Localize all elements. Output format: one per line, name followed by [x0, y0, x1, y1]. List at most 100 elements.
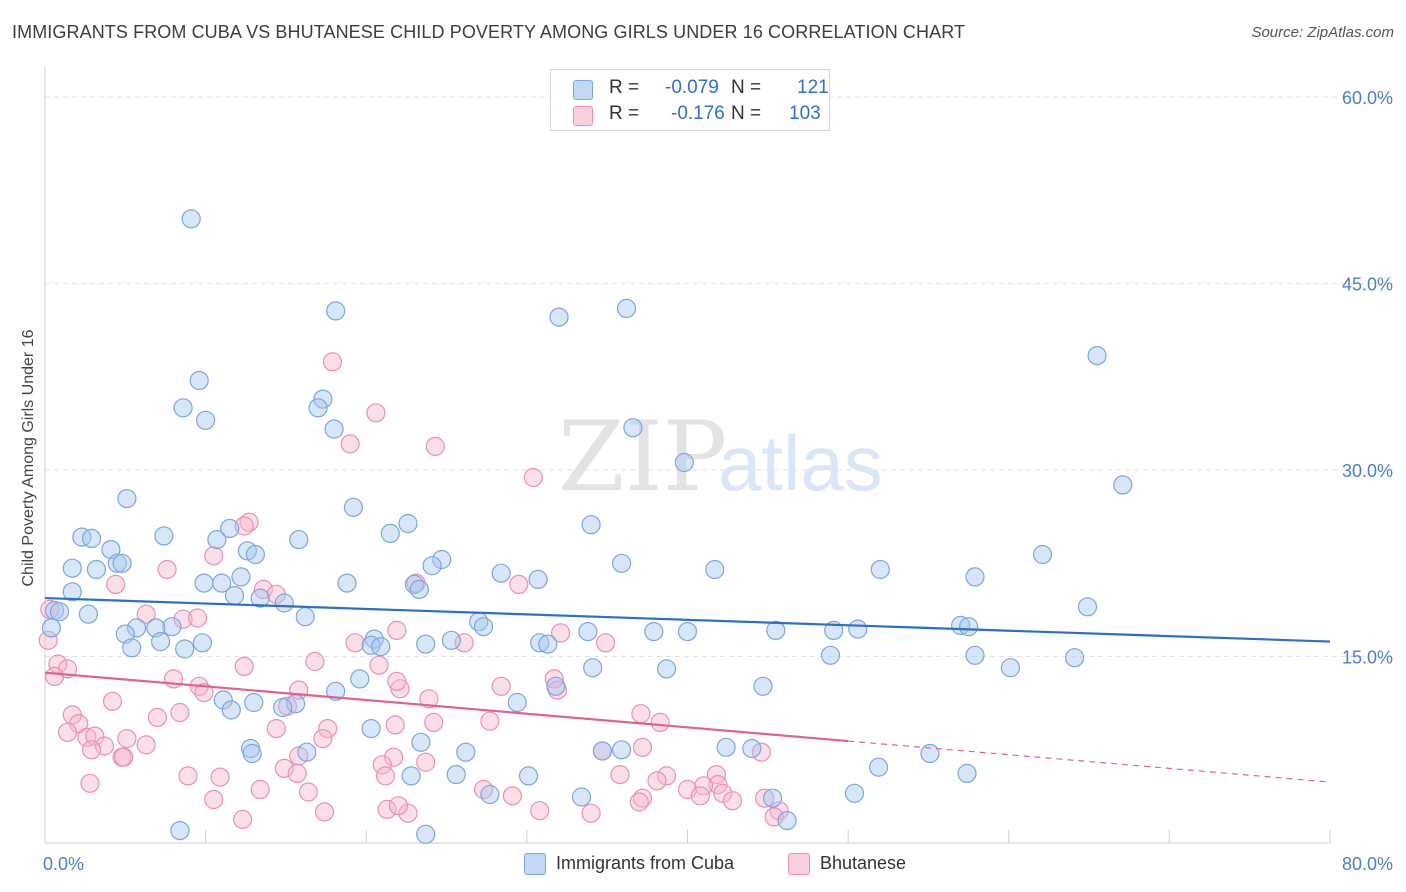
point-cuba: [41, 618, 62, 638]
point-cuba: [273, 697, 293, 718]
trend-line-cuba: [44, 596, 1331, 643]
legend-swatch-bhutanese: [573, 106, 593, 126]
point-bhutanese: [322, 352, 343, 372]
point-bhutanese: [287, 763, 307, 784]
legend-n-label: N =: [731, 103, 762, 124]
point-cuba: [528, 569, 548, 590]
point-bhutanese: [509, 574, 529, 595]
point-bhutanese: [656, 766, 677, 786]
point-cuba: [965, 645, 985, 665]
point-cuba: [289, 529, 309, 550]
point-cuba: [416, 824, 436, 844]
point-bhutanese: [305, 651, 325, 672]
point-cuba: [705, 559, 725, 580]
point-bhutanese: [419, 689, 439, 709]
point-cuba: [196, 410, 216, 430]
point-bhutanese: [81, 740, 102, 760]
point-cuba: [1113, 475, 1133, 495]
point-cuba: [245, 544, 265, 565]
legend-r-value: -0.079: [665, 77, 719, 98]
point-cuba: [371, 636, 391, 657]
point-bhutanese: [44, 666, 65, 687]
point-cuba: [958, 617, 979, 637]
point-cuba: [957, 763, 977, 784]
point-bhutanese: [117, 728, 137, 749]
point-cuba: [762, 788, 783, 808]
point-cuba: [409, 579, 429, 600]
point-cuba: [49, 602, 70, 622]
point-cuba: [1087, 346, 1107, 366]
point-bhutanese: [632, 737, 653, 757]
point-bhutanese: [375, 766, 396, 786]
point-bhutanese: [340, 434, 360, 454]
point-bhutanese: [385, 715, 405, 735]
point-cuba: [62, 558, 82, 578]
point-bhutanese: [314, 802, 335, 822]
point-cuba: [401, 766, 421, 786]
y-tick-label: 30.0%: [1342, 461, 1393, 481]
watermark-atlas: atlas: [718, 419, 883, 507]
point-cuba: [154, 526, 174, 546]
point-bhutanese: [94, 736, 115, 756]
series-legend: Immigrants from Cuba Bhutanese: [0, 852, 1406, 878]
point-cuba: [224, 585, 245, 606]
point-bhutanese: [713, 783, 733, 803]
point-cuba: [623, 418, 643, 438]
legend-series-name: Immigrants from Cuba: [556, 853, 735, 873]
point-cuba: [868, 757, 889, 777]
point-cuba: [870, 559, 890, 580]
point-cuba: [398, 513, 418, 534]
point-cuba: [518, 766, 539, 786]
point-cuba: [480, 784, 500, 805]
point-cuba: [295, 607, 315, 627]
point-bhutanese: [754, 788, 775, 808]
point-cuba: [189, 370, 209, 391]
point-cuba: [716, 737, 736, 757]
source-label: Source: ZipAtlas.com: [1251, 24, 1394, 41]
point-bhutanese: [647, 771, 667, 791]
point-bhutanese: [366, 403, 386, 423]
point-cuba: [337, 573, 357, 593]
point-bhutanese: [194, 682, 214, 703]
point-cuba: [766, 620, 786, 641]
legend-swatch-cuba: [573, 80, 593, 100]
point-cuba: [250, 588, 270, 608]
point-cuba: [611, 740, 632, 760]
point-cuba: [1032, 544, 1053, 565]
point-bhutanese: [298, 782, 318, 802]
point-cuba: [848, 619, 868, 639]
point-cuba: [530, 633, 550, 653]
point-cuba: [173, 398, 193, 418]
point-cuba: [162, 617, 182, 637]
point-bhutanese: [690, 786, 711, 806]
point-cuba: [192, 633, 212, 653]
axes: [44, 66, 1331, 844]
point-bhutanese: [388, 796, 408, 816]
point-bhutanese: [544, 669, 564, 689]
point-bhutanese: [398, 803, 418, 823]
point-cuba: [212, 573, 232, 593]
point-cuba: [78, 604, 99, 624]
point-cuba: [753, 676, 773, 696]
point-bhutanese: [136, 604, 156, 624]
point-cuba: [1077, 597, 1098, 617]
point-cuba: [181, 209, 201, 229]
point-cuba: [207, 529, 227, 550]
point-bhutanese: [106, 574, 126, 595]
point-bhutanese: [650, 712, 670, 733]
point-cuba: [117, 489, 137, 509]
point-cuba: [220, 518, 240, 539]
y-axis-title: Child Poverty Among Girls Under 16: [20, 329, 37, 586]
point-cuba: [777, 810, 797, 831]
point-cuba: [326, 681, 346, 701]
point-cuba: [175, 639, 195, 659]
point-bhutanese: [234, 656, 254, 677]
point-cuba: [844, 783, 865, 803]
point-cuba: [507, 692, 527, 713]
point-cuba: [361, 635, 381, 655]
point-bhutanese: [722, 791, 743, 811]
point-bhutanese: [57, 722, 78, 742]
point-bhutanese: [102, 691, 123, 711]
legend-n-value: 121: [797, 77, 829, 98]
